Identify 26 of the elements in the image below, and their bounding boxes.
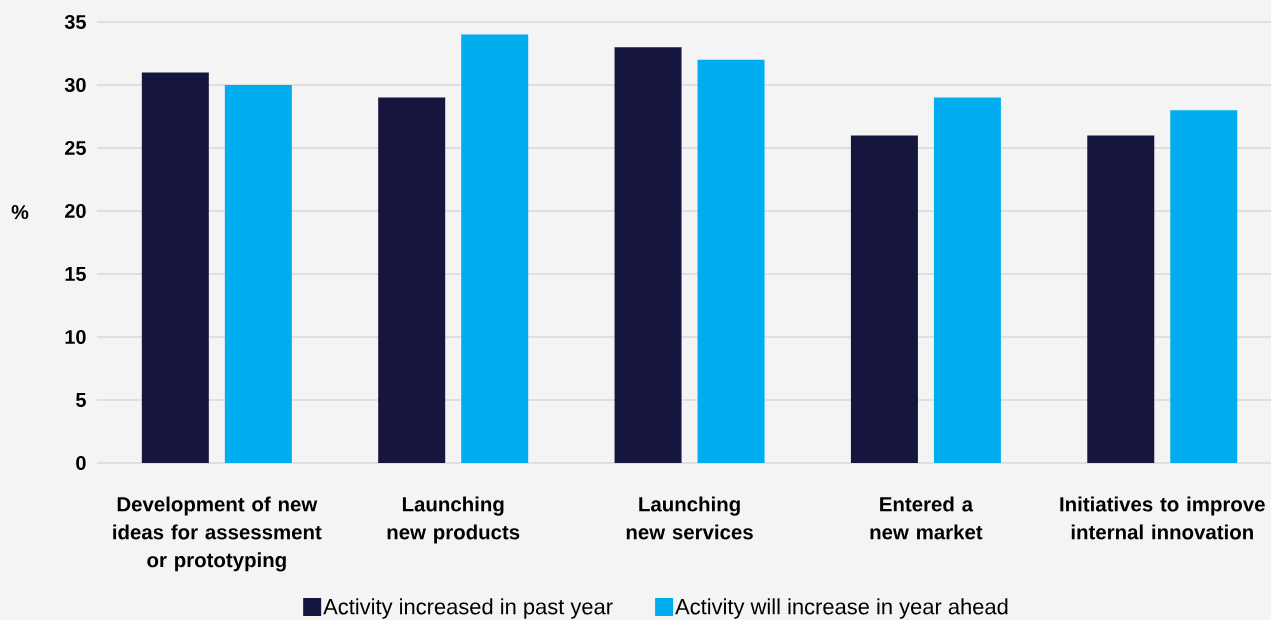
- bar: [378, 97, 446, 463]
- bar: [1170, 110, 1238, 463]
- bar: [461, 34, 529, 463]
- y-tick-label: 25: [65, 140, 86, 156]
- x-tick-label: Initiatives to improve internal innovation: [1060, 496, 1265, 540]
- y-tick-label: 10: [65, 329, 86, 345]
- legend-label: Activity will increase in year ahead: [675, 598, 1008, 619]
- y-tick-label: 35: [64, 14, 86, 30]
- x-tick-label: Entered a new market: [870, 496, 983, 540]
- y-tick-label: 5: [76, 393, 86, 407]
- x-tick-label: Development of new ideas for assessment or prototyping: [113, 496, 322, 572]
- bar: [697, 59, 765, 463]
- y-tick-label: 20: [65, 203, 86, 219]
- x-tick-label: Launching new services: [626, 496, 753, 540]
- bar: [141, 72, 209, 463]
- y-axis-title: %: [11, 205, 29, 220]
- bar: [933, 97, 1001, 463]
- y-tick-label: 15: [65, 267, 86, 281]
- bar: [1087, 135, 1155, 463]
- y-tick-label: 0: [76, 455, 86, 471]
- bar: [850, 135, 918, 463]
- legend-label: Activity increased in past year: [323, 598, 613, 619]
- y-tick-label: 30: [64, 77, 86, 93]
- bar: [614, 47, 682, 463]
- x-tick-label: Launching new products: [387, 496, 520, 544]
- bar: [224, 85, 292, 463]
